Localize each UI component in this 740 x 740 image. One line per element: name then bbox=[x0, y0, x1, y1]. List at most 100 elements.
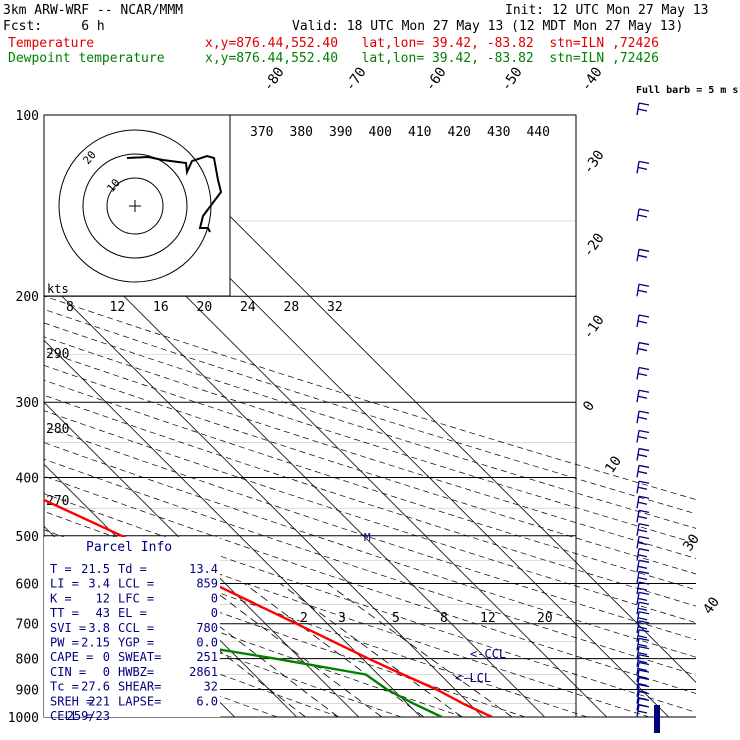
speed-axis-label: 8 bbox=[66, 300, 74, 315]
wind-barb-flag bbox=[637, 541, 648, 546]
theta-label: 390 bbox=[329, 125, 352, 140]
hodograph-trace bbox=[126, 154, 223, 233]
isotherm-label: -40 bbox=[578, 64, 606, 94]
speed-axis-label: 28 bbox=[284, 300, 300, 315]
wind-barb-flag bbox=[637, 529, 648, 533]
wind-barb-flag bbox=[638, 535, 650, 540]
wind-barb-flag bbox=[638, 208, 650, 212]
init-time: Init: 12 UTC Mon 27 May 13 bbox=[505, 3, 709, 18]
isotherm-label: 40 bbox=[700, 594, 723, 617]
isotherm-line bbox=[44, 401, 359, 717]
parcel-info-value: 12 bbox=[96, 591, 110, 605]
parcel-info-key: SHEAR= bbox=[118, 680, 161, 694]
pressure-label: 700 bbox=[16, 618, 39, 633]
wind-barb-flag bbox=[638, 690, 650, 695]
parcel-info-value: 6.0 bbox=[196, 694, 218, 708]
hodograph-units: kts bbox=[47, 282, 69, 296]
wind-barb-flag bbox=[638, 629, 650, 633]
speed-axis-label: 16 bbox=[153, 300, 169, 315]
wind-barb-flag bbox=[638, 559, 650, 563]
wind-barb-flag bbox=[637, 289, 648, 293]
parcel-info-key: EL = bbox=[118, 606, 147, 620]
wind-barb-flag bbox=[637, 254, 648, 258]
isotherm-label: -80 bbox=[260, 64, 288, 94]
wind-barb-flag bbox=[637, 710, 648, 714]
theta-label: 400 bbox=[369, 125, 392, 140]
wind-barb-flag bbox=[638, 548, 650, 552]
dry-adiabat-label: 280 bbox=[46, 422, 69, 437]
parcel-info-value: 0 bbox=[211, 606, 218, 620]
wind-barb-flag bbox=[637, 576, 648, 581]
parcel-info-value: 13.4 bbox=[189, 562, 218, 576]
parcel-info-key: LI = bbox=[50, 577, 79, 591]
parcel-info-key: TT = bbox=[50, 606, 79, 620]
dewpoint-legend: Dewpoint temperature bbox=[8, 51, 165, 66]
parcel-info-key: LAPSE= bbox=[118, 694, 161, 708]
wind-barb-flag bbox=[638, 429, 650, 434]
wind-barb-flag bbox=[637, 635, 648, 639]
wind-barb-flag bbox=[638, 389, 650, 393]
parcel-info-value: 43 bbox=[96, 606, 110, 620]
parcel-info-value: 3.8 bbox=[88, 621, 110, 635]
valid-time: Valid: 18 UTC Mon 27 May 13 (12 MDT Mon … bbox=[292, 19, 684, 34]
wind-barb-flag bbox=[637, 607, 648, 611]
parcel-info-title: Parcel Info bbox=[86, 540, 172, 555]
wind-barb-flag bbox=[638, 676, 650, 681]
wind-barb-flag bbox=[637, 486, 648, 490]
speed-axis-label: 32 bbox=[327, 300, 343, 315]
theta-label: 380 bbox=[290, 125, 313, 140]
wind-barb-flag bbox=[638, 683, 650, 688]
wind-barb-flag bbox=[637, 453, 648, 458]
mixing-ratio-label: 3 bbox=[338, 611, 346, 626]
mixing-ratio-label: 5 bbox=[392, 611, 400, 626]
wind-barb-flag bbox=[637, 515, 648, 520]
parcel-info-value: 859 bbox=[196, 577, 218, 591]
dry-adiabat-label: 270 bbox=[46, 494, 69, 509]
wind-barb-flag bbox=[638, 654, 650, 658]
wind-barb-flag bbox=[638, 704, 650, 708]
wind-barb-flag bbox=[637, 660, 648, 664]
wind-barb-flag bbox=[638, 495, 650, 499]
isotherm-label: -20 bbox=[580, 230, 608, 260]
parcel-info-value: 0 bbox=[103, 665, 110, 679]
parcel-info-value: 2.15 bbox=[81, 636, 110, 650]
mixing-ratio-line bbox=[204, 583, 383, 717]
parcel-info-value: 251 bbox=[196, 650, 218, 664]
wind-barb-flag bbox=[637, 597, 648, 602]
theta-label: 440 bbox=[527, 125, 550, 140]
parcel-info-box bbox=[44, 537, 220, 717]
wind-barb-flag bbox=[637, 214, 648, 218]
isotherm-label: -70 bbox=[342, 64, 370, 94]
isotherm-line bbox=[44, 339, 421, 717]
wind-barb-flag bbox=[638, 366, 650, 371]
wind-barb-flag bbox=[638, 523, 650, 527]
pressure-label: 500 bbox=[16, 530, 39, 545]
pressure-label: 300 bbox=[16, 396, 39, 411]
wind-barb-flag bbox=[638, 447, 650, 452]
theta-label: 370 bbox=[250, 125, 273, 140]
wind-barb-flag bbox=[637, 617, 648, 621]
pressure-label: 200 bbox=[16, 290, 39, 305]
isotherm-label: -30 bbox=[580, 147, 608, 177]
wind-barb-flag bbox=[638, 102, 650, 106]
speed-axis-label: 24 bbox=[240, 300, 256, 315]
wind-barb-flag bbox=[637, 626, 648, 630]
isotherm-line bbox=[44, 277, 483, 717]
parcel-info-key: PW = bbox=[50, 636, 79, 650]
wind-barb-flag bbox=[637, 395, 648, 399]
wind-barb-flag bbox=[637, 470, 648, 475]
parcel-info-key: SVI = bbox=[50, 621, 86, 635]
wind-barb-flag bbox=[638, 611, 650, 615]
wind-barb-flag bbox=[638, 283, 650, 287]
wind-barb-flag bbox=[638, 581, 650, 585]
wind-barb-flag bbox=[638, 248, 650, 252]
plot-frame bbox=[43, 114, 577, 718]
parcel-info-key: CAPE = bbox=[50, 650, 93, 664]
wind-barb-flag bbox=[638, 570, 650, 575]
pressure-label: 100 bbox=[16, 109, 39, 124]
wind-barb-flag bbox=[638, 464, 650, 469]
wind-barb-flag bbox=[638, 591, 650, 596]
